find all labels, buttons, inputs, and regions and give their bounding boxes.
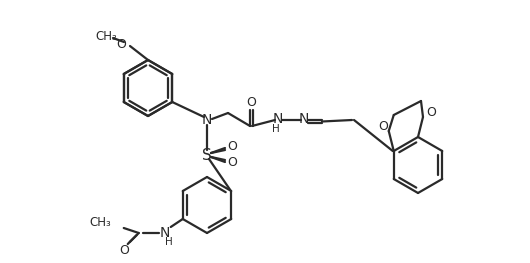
- Text: N: N: [299, 112, 309, 126]
- Text: CH₃: CH₃: [89, 216, 111, 230]
- Text: O: O: [227, 156, 237, 169]
- Text: O: O: [116, 38, 126, 50]
- Text: H: H: [272, 124, 280, 134]
- Text: O: O: [119, 244, 129, 256]
- Text: O: O: [227, 140, 237, 154]
- Text: O: O: [246, 97, 257, 109]
- Text: O: O: [426, 105, 436, 119]
- Text: CH₃: CH₃: [95, 29, 117, 43]
- Text: N: N: [273, 112, 283, 126]
- Text: N: N: [202, 113, 212, 127]
- Text: O: O: [378, 119, 387, 133]
- Text: N: N: [160, 226, 170, 240]
- Text: H: H: [165, 237, 173, 247]
- Text: S: S: [202, 148, 212, 163]
